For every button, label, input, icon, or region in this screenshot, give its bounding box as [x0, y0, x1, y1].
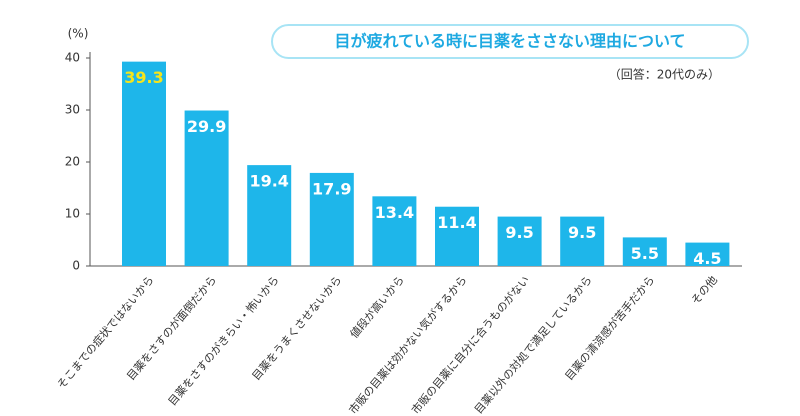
bar [685, 242, 730, 266]
title-pill [271, 24, 749, 59]
value-label: 19.4 [249, 172, 288, 191]
bar [184, 110, 229, 267]
chart-title: 目が疲れている時に目薬をささない理由について [334, 32, 685, 51]
bar [309, 172, 354, 266]
chart-subtitle: （回答：20代のみ） [609, 67, 720, 82]
value-label: 9.5 [568, 223, 596, 242]
value-label: 4.5 [693, 249, 721, 268]
value-label: 17.9 [312, 179, 351, 198]
y-tick-label: 40 [65, 51, 80, 65]
y-axis-label: (%) [68, 27, 89, 41]
x-tick-label: 目薬以外の対処で満足しているから [471, 273, 595, 416]
bar [497, 216, 542, 266]
bar [122, 61, 166, 266]
x-tick-label: 目薬をさすのがきらい・怖いから [165, 273, 282, 408]
value-label: 39.3 [124, 68, 163, 87]
value-label: 11.4 [437, 213, 476, 232]
bar [435, 206, 479, 266]
value-label: 5.5 [631, 244, 659, 263]
y-tick-label: 0 [72, 259, 80, 273]
bar [622, 237, 667, 266]
x-tick-label: その他 [689, 274, 720, 308]
value-label: 29.9 [187, 117, 226, 136]
bar [372, 196, 417, 266]
bar [560, 216, 605, 266]
y-tick-label: 30 [65, 103, 80, 117]
x-tick-label: 市販の目薬は効かない気がするから [346, 273, 470, 416]
y-tick-label: 20 [65, 155, 80, 169]
x-tick-label: 市販の目薬に自分に合うものがない [408, 273, 532, 416]
x-tick-label: 値段が高いから [347, 273, 407, 341]
bar [247, 165, 292, 266]
value-label: 9.5 [505, 223, 533, 242]
value-label: 13.4 [375, 203, 414, 222]
y-tick-label: 10 [65, 207, 80, 221]
